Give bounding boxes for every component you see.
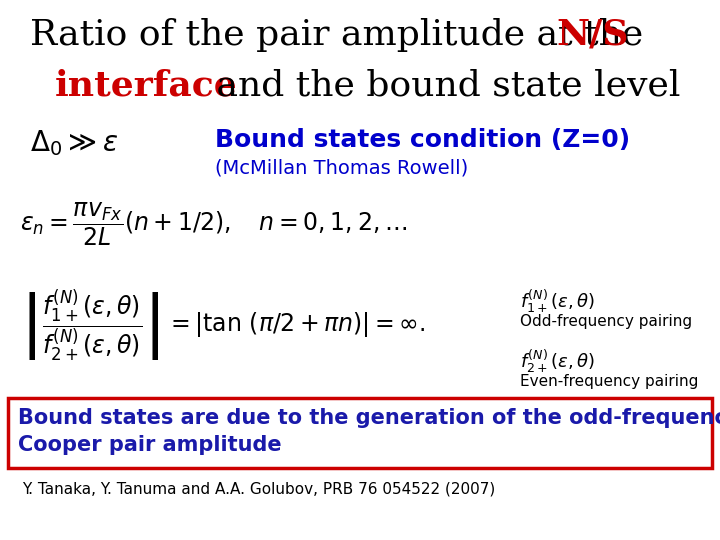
Text: (McMillan Thomas Rowell): (McMillan Thomas Rowell): [215, 158, 468, 177]
FancyBboxPatch shape: [8, 398, 712, 468]
Text: Y. Tanaka, Y. Tanuma and A.A. Golubov, PRB 76 054522 (2007): Y. Tanaka, Y. Tanuma and A.A. Golubov, P…: [22, 482, 495, 497]
Text: Even-frequency pairing: Even-frequency pairing: [520, 374, 698, 389]
Text: Odd-frequency pairing: Odd-frequency pairing: [520, 314, 692, 329]
Text: Bound states are due to the generation of the odd-frequency: Bound states are due to the generation o…: [18, 408, 720, 428]
Text: Cooper pair amplitude: Cooper pair amplitude: [18, 435, 282, 455]
Text: $\left|\dfrac{f_{1+}^{(N)}(\varepsilon,\theta)}{f_{2+}^{(N)}(\varepsilon,\theta): $\left|\dfrac{f_{1+}^{(N)}(\varepsilon,\…: [20, 288, 426, 364]
Text: Ratio of the pair amplitude at the: Ratio of the pair amplitude at the: [30, 18, 654, 52]
Text: $\Delta_0 \gg \varepsilon$: $\Delta_0 \gg \varepsilon$: [30, 128, 118, 158]
Text: $\varepsilon_n = \dfrac{\pi v_{Fx}}{2L}(n+1/2), \quad n = 0, 1, 2, \ldots$: $\varepsilon_n = \dfrac{\pi v_{Fx}}{2L}(…: [20, 200, 408, 247]
Text: interface: interface: [55, 68, 238, 102]
Text: N/S: N/S: [556, 18, 629, 52]
Text: $f_{2+}^{(N)}(\varepsilon,\theta)$: $f_{2+}^{(N)}(\varepsilon,\theta)$: [520, 348, 595, 375]
Text: and the bound state level: and the bound state level: [205, 68, 680, 102]
Text: $f_{1+}^{(N)}(\varepsilon,\theta)$: $f_{1+}^{(N)}(\varepsilon,\theta)$: [520, 288, 595, 315]
Text: Bound states condition (Z=0): Bound states condition (Z=0): [215, 128, 630, 152]
